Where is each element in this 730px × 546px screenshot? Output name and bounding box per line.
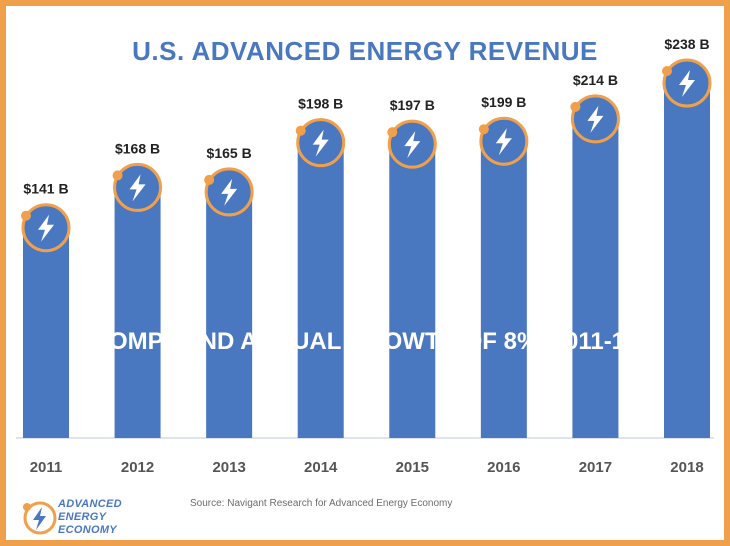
x-tick-label: 2013 [212,459,245,476]
bar [572,118,619,438]
logo-line-1: ADVANCED [58,498,122,510]
x-tick-label: 2016 [487,459,520,476]
bar-chart: $141 B 2011 $168 B 2012 $165 B 2013 $198 B 2014… [16,36,714,476]
bar-group: $168 B 2012 [112,140,163,476]
lightning-bolt-icon [295,118,346,168]
x-tick-label: 2012 [121,459,154,476]
data-label: $214 B [573,72,618,88]
data-label: $198 B [298,96,343,112]
x-tick-label: 2014 [304,459,338,476]
logo-line-3: ECONOMY [58,524,117,536]
source-note: Source: Navigant Research for Advanced E… [190,498,453,509]
bar-group: $197 B 2015 [387,97,437,476]
x-tick-label: 2011 [30,459,63,476]
bar-group: $238 B 2018 [661,36,712,476]
chart-title: U.S. ADVANCED ENERGY REVENUE [132,36,598,66]
data-label: $197 B [390,97,435,113]
bar [480,141,527,438]
bar [206,191,253,438]
lightning-bolt-icon [204,167,254,217]
x-tick-label: 2015 [396,459,429,476]
bar-group: $199 B 2016 [478,94,529,476]
data-label: $238 B [664,36,709,52]
bar-group: $165 B 2013 [204,145,254,476]
bar-group: $198 B 2014 [295,96,346,476]
bar [114,187,161,438]
growth-annotation: COMPOUND ANNUAL GROWTH OF 8%, 2011-18 [92,328,639,355]
x-tick-label: 2018 [670,459,703,476]
data-label: $141 B [23,181,68,197]
bar [297,142,344,439]
bar [663,83,710,438]
lightning-bolt-icon [112,162,163,212]
bar-group: $214 B 2017 [570,72,620,476]
lightning-bolt-icon [21,203,71,253]
lightning-bolt-icon [23,501,57,535]
data-label: $168 B [115,140,160,156]
x-tick-label: 2017 [579,459,612,476]
logo [23,501,57,535]
logo-line-2: ENERGY [58,511,107,523]
lightning-bolt-icon [478,116,529,166]
lightning-bolt-icon [570,94,620,144]
data-label: $199 B [481,94,526,110]
bar [23,227,69,438]
logo-text: ADVANCED ENERGY ECONOMY [58,498,148,537]
lightning-bolt-icon [387,119,437,169]
lightning-bolt-icon [661,58,712,108]
bar-group: $141 B 2011 [21,181,71,476]
data-label: $165 B [207,145,252,161]
bar [389,144,436,438]
